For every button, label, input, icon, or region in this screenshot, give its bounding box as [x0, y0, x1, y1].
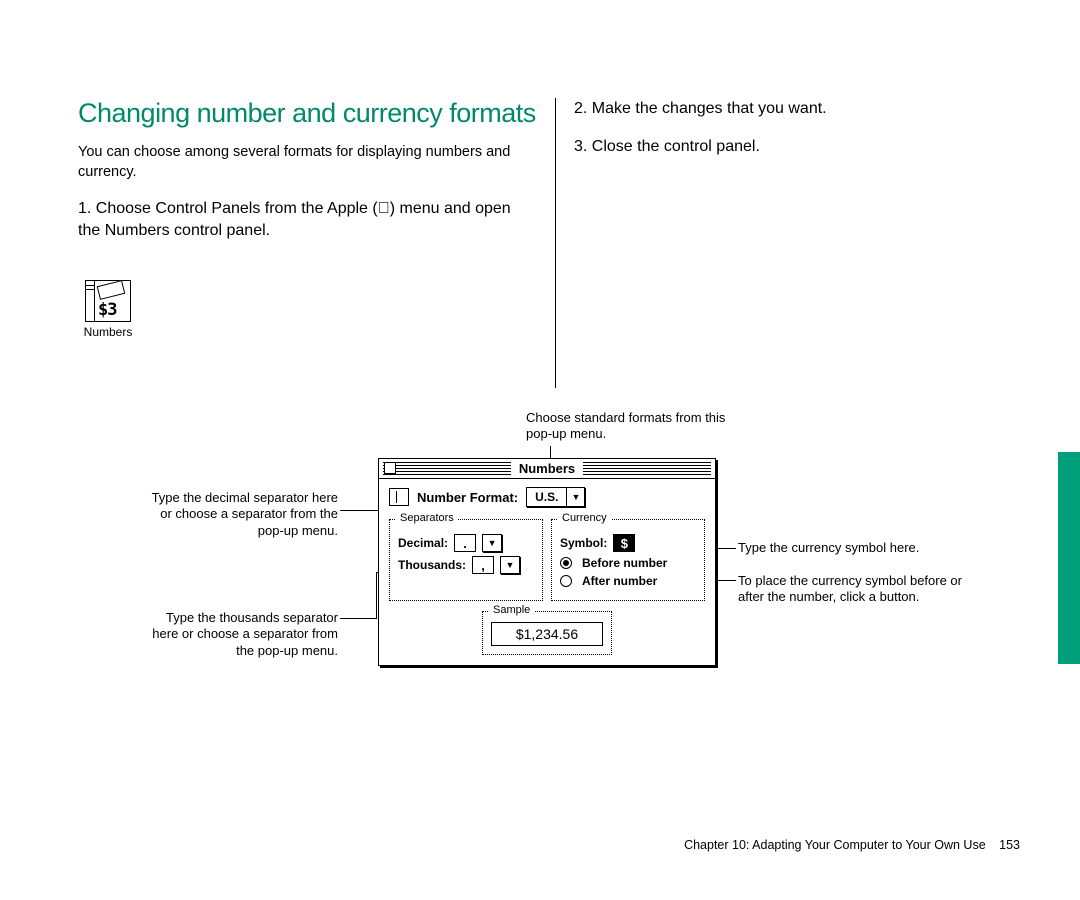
step-1: 1. Choose Control Panels from the Apple … [78, 198, 518, 241]
radio-after-number[interactable] [560, 575, 572, 587]
close-box[interactable] [384, 462, 396, 474]
sample-value: $1,234.56 [491, 622, 603, 646]
number-format-popup[interactable]: U.S. ▼ [526, 487, 585, 507]
currency-group: Currency Symbol: $ Before number After n… [551, 519, 705, 601]
radio-before-label: Before number [582, 556, 667, 570]
numbers-icon-right: $3 [95, 281, 130, 321]
window-titlebar[interactable]: Numbers [379, 459, 715, 479]
radio-before-number[interactable] [560, 557, 572, 569]
numbers-app-icon[interactable]: $3 [85, 280, 131, 322]
step-3-number: 3. [574, 138, 587, 155]
price-tag-icon [97, 280, 126, 300]
leader-line [376, 572, 377, 619]
thousands-row: Thousands: , ▼ [398, 556, 534, 574]
thousands-label: Thousands: [398, 558, 466, 572]
column-divider [555, 98, 556, 388]
thousands-popup[interactable]: ▼ [500, 556, 520, 574]
before-number-row[interactable]: Before number [560, 556, 696, 570]
page-number: 153 [999, 838, 1020, 852]
step-2-number: 2. [574, 100, 587, 117]
currency-symbol-input[interactable]: $ [613, 534, 635, 552]
thousands-input[interactable]: , [472, 556, 494, 574]
number-format-label: Number Format: [417, 490, 518, 505]
decimal-row: Decimal: . ▼ [398, 534, 534, 552]
step-2: 2. Make the changes that you want. [574, 100, 974, 118]
window-body: Number Format: U.S. ▼ Separators Decimal… [379, 479, 715, 665]
page: Changing number and currency formats You… [0, 0, 1080, 900]
intro-paragraph: You can choose among several formats for… [78, 143, 528, 182]
step-1-text: Choose Control Panels from the Apple ()… [78, 200, 511, 239]
annotated-figure: Choose standard formats from this pop-up… [78, 410, 1018, 700]
callout-decimal: Type the decimal separator here or choos… [148, 490, 338, 539]
two-column-groups: Separators Decimal: . ▼ Thousands: , ▼ [389, 515, 705, 601]
number-format-value: U.S. [527, 490, 566, 504]
callout-format-popup: Choose standard formats from this pop-up… [526, 410, 726, 443]
step-2-text: Make the changes that you want. [592, 100, 827, 117]
sample-group: Sample $1,234.56 [482, 611, 612, 655]
window-title: Numbers [511, 461, 583, 476]
numbers-icon-label: Numbers [78, 326, 138, 338]
radio-after-label: After number [582, 574, 657, 588]
separators-legend: Separators [396, 512, 458, 524]
currency-legend: Currency [558, 512, 611, 524]
chevron-down-icon: ▼ [566, 488, 584, 506]
pencil-icon [86, 281, 95, 321]
numbers-control-panel-window: Numbers Number Format: U.S. ▼ Separators [378, 458, 716, 666]
sample-legend: Sample [489, 604, 534, 616]
numbers-control-panel-icon-block: $3 Numbers [78, 280, 138, 338]
symbol-label: Symbol: [560, 536, 607, 550]
callout-currency-symbol: Type the currency symbol here. [738, 540, 978, 556]
separators-group: Separators Decimal: . ▼ Thousands: , ▼ [389, 519, 543, 601]
number-format-row: Number Format: U.S. ▼ [389, 487, 705, 507]
chapter-label: Chapter 10: Adapting Your Computer to Yo… [684, 838, 986, 852]
numbers-mini-icon [389, 488, 409, 506]
page-footer: Chapter 10: Adapting Your Computer to Yo… [684, 838, 1020, 852]
section-heading: Changing number and currency formats [78, 98, 536, 129]
step-1-number: 1. [78, 200, 91, 217]
page-edge-tab [1058, 452, 1080, 664]
decimal-input[interactable]: . [454, 534, 476, 552]
decimal-popup[interactable]: ▼ [482, 534, 502, 552]
callout-currency-position: To place the currency symbol before or a… [738, 573, 978, 606]
step-3: 3. Close the control panel. [574, 138, 974, 156]
numbers-icon-glyph: $3 [98, 302, 116, 319]
step-3-text: Close the control panel. [592, 138, 760, 155]
leader-line [340, 618, 376, 619]
symbol-row: Symbol: $ [560, 534, 696, 552]
after-number-row[interactable]: After number [560, 574, 696, 588]
callout-thousands: Type the thousands separator here or cho… [148, 610, 338, 659]
decimal-label: Decimal: [398, 536, 448, 550]
